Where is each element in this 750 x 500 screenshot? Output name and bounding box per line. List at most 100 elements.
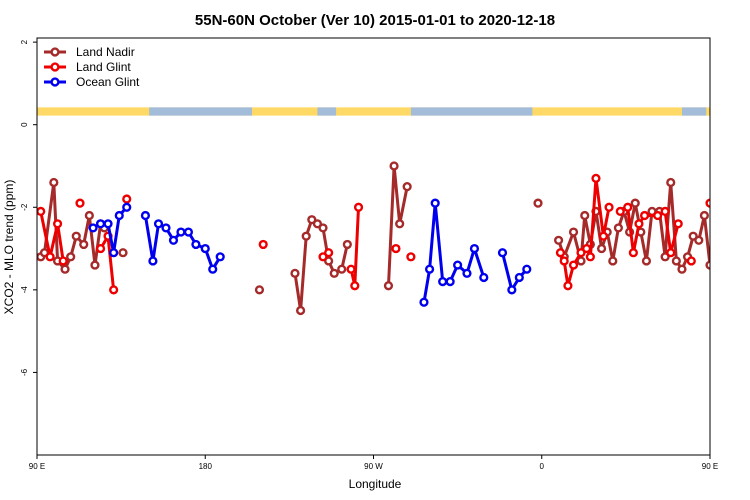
x-tick-label: 90 E bbox=[29, 462, 45, 471]
data-point-land-nadir bbox=[553, 235, 564, 245]
data-point-land-nadir bbox=[641, 256, 652, 266]
data-point-land-glint bbox=[727, 249, 734, 256]
data-point-land-glint bbox=[350, 281, 360, 291]
data-point-ocean-glint bbox=[140, 210, 151, 221]
y-tick-label: 0 bbox=[20, 122, 29, 127]
data-point-ocean-glint bbox=[497, 248, 508, 258]
data-point-ocean-glint bbox=[453, 260, 463, 270]
y-tick-label: 2 bbox=[20, 39, 29, 44]
data-point-ocean-glint bbox=[733, 225, 740, 232]
data-point-land-glint bbox=[555, 248, 566, 258]
data-point-land-nadir bbox=[688, 231, 698, 241]
data-point-ocean-glint bbox=[430, 198, 440, 208]
data-point-land-glint bbox=[318, 252, 328, 262]
data-point-land-glint bbox=[391, 243, 401, 254]
data-point-land-glint bbox=[45, 252, 55, 262]
data-point-land-glint bbox=[406, 252, 416, 262]
data-point-land-glint bbox=[686, 256, 696, 266]
data-point-ocean-glint bbox=[200, 243, 210, 254]
data-point-ocean-glint bbox=[191, 239, 201, 250]
series-line-land-glint bbox=[731, 232, 748, 286]
legend-marker-land-glint bbox=[50, 62, 60, 72]
data-point-land-glint bbox=[95, 243, 106, 254]
data-point-land-nadir bbox=[342, 239, 352, 250]
data-point-ocean-glint bbox=[424, 264, 435, 274]
data-point-ocean-glint bbox=[114, 210, 124, 221]
data-point-ocean-glint bbox=[479, 272, 489, 283]
data-point-land-glint bbox=[615, 206, 625, 217]
land-strip bbox=[37, 107, 710, 116]
legend-label-ocean-glint: Ocean Glint bbox=[76, 75, 140, 89]
data-point-land-nadir bbox=[90, 260, 100, 270]
data-point-land-glint bbox=[58, 256, 68, 266]
data-point-land-nadir bbox=[630, 198, 640, 208]
data-point-land-nadir bbox=[71, 231, 81, 241]
y-tick-label: -2 bbox=[20, 203, 29, 211]
data-point-land-nadir bbox=[699, 210, 709, 221]
data-point-land-glint bbox=[634, 219, 644, 229]
data-point-land-glint bbox=[258, 239, 268, 250]
data-point-land-nadir bbox=[79, 239, 89, 250]
data-point-land-glint bbox=[346, 264, 356, 274]
data-point-land-glint bbox=[628, 248, 638, 258]
data-point-land-glint bbox=[604, 202, 614, 212]
data-point-ocean-glint bbox=[445, 276, 455, 287]
data-point-ocean-glint bbox=[95, 219, 106, 229]
data-point-land-nadir bbox=[402, 182, 412, 192]
data-point-land-nadir bbox=[295, 305, 306, 316]
data-point-land-glint bbox=[324, 248, 334, 258]
legend-marker-ocean-glint bbox=[50, 77, 60, 87]
series-line-ocean-glint bbox=[736, 207, 750, 252]
data-point-land-glint bbox=[660, 206, 670, 217]
data-point-ocean-glint bbox=[208, 264, 218, 274]
data-point-ocean-glint bbox=[183, 227, 194, 237]
data-point-land-glint bbox=[738, 245, 745, 252]
x-tick-label: 90 E bbox=[702, 462, 718, 471]
data-point-land-nadir bbox=[729, 216, 736, 223]
data-point-land-glint bbox=[568, 260, 579, 270]
data-point-land-nadir bbox=[568, 227, 579, 237]
series-group bbox=[37, 161, 750, 316]
data-point-land-glint bbox=[563, 281, 573, 291]
data-point-land-nadir bbox=[395, 219, 405, 229]
series-line-land-nadir bbox=[387, 164, 409, 286]
data-point-land-glint bbox=[585, 252, 595, 262]
series-line-land-glint bbox=[39, 211, 65, 262]
data-point-land-nadir bbox=[596, 243, 607, 254]
data-point-land-glint bbox=[109, 285, 119, 295]
data-point-land-glint bbox=[559, 256, 569, 266]
series-line-ocean-glint bbox=[501, 252, 528, 292]
series-line-land-nadir bbox=[39, 181, 106, 271]
data-point-ocean-glint bbox=[462, 268, 472, 278]
data-point-land-nadir bbox=[118, 248, 128, 258]
data-point-land-glint bbox=[735, 229, 742, 236]
y-axis-label: XCO2 - MLO trend (ppm) bbox=[2, 180, 16, 315]
data-point-land-glint bbox=[666, 248, 676, 258]
data-point-land-glint bbox=[639, 210, 650, 221]
data-point-ocean-glint bbox=[122, 202, 132, 212]
data-point-land-glint bbox=[653, 210, 663, 221]
data-point-land-nadir bbox=[722, 233, 729, 240]
ocean-strip-segment bbox=[317, 107, 337, 116]
data-point-ocean-glint bbox=[103, 219, 113, 229]
data-point-ocean-glint bbox=[469, 243, 480, 254]
legend-label-land-glint: Land Glint bbox=[76, 60, 131, 74]
data-point-land-nadir bbox=[84, 210, 94, 221]
data-point-ocean-glint bbox=[419, 297, 429, 307]
data-point-ocean-glint bbox=[109, 248, 119, 258]
data-point-ocean-glint bbox=[168, 235, 179, 245]
data-point-ocean-glint bbox=[153, 219, 164, 229]
data-point-land-nadir bbox=[389, 161, 399, 171]
y-tick-label: -4 bbox=[20, 286, 29, 294]
data-point-land-nadir bbox=[608, 256, 618, 266]
data-point-land-nadir bbox=[613, 223, 623, 233]
data-point-land-glint bbox=[122, 194, 132, 204]
data-point-land-glint bbox=[623, 202, 633, 212]
data-point-land-glint bbox=[582, 243, 592, 254]
data-point-land-nadir bbox=[660, 252, 670, 262]
x-tick-label: 180 bbox=[199, 462, 213, 471]
data-point-land-nadir bbox=[60, 264, 70, 274]
ocean-strip-segment bbox=[149, 107, 252, 116]
